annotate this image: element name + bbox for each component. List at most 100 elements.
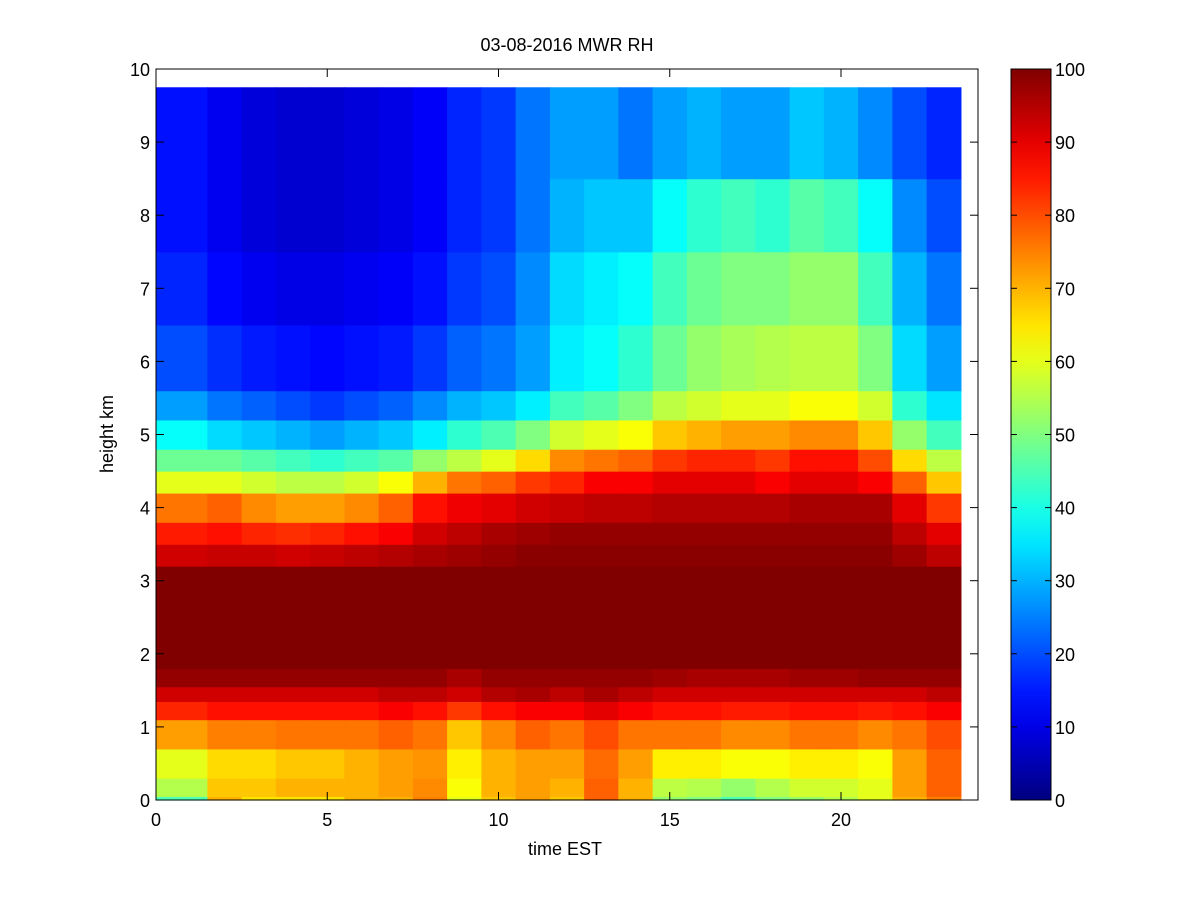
heatmap-cell <box>823 471 859 494</box>
heatmap-cell <box>549 471 585 494</box>
heatmap-cell <box>241 686 277 702</box>
heatmap-cell <box>515 178 551 253</box>
heatmap-cell <box>378 492 414 523</box>
heatmap-cell <box>823 178 859 253</box>
heatmap-cell <box>378 668 414 688</box>
heatmap-cell <box>789 686 825 702</box>
heatmap-cell <box>241 748 277 779</box>
heatmap-cell <box>481 566 517 618</box>
heatmap-cell <box>310 251 345 326</box>
heatmap-cell <box>207 566 243 618</box>
heatmap-cell <box>447 251 482 326</box>
colorbar-tick-label: 60 <box>1055 352 1075 372</box>
heatmap-cell <box>721 324 756 392</box>
colorbar-tick-label: 10 <box>1055 718 1075 738</box>
heatmap-cell <box>686 449 722 472</box>
colorbar-tick-label: 50 <box>1055 426 1075 446</box>
heatmap-cell <box>686 419 722 450</box>
heatmap-cell <box>549 178 585 253</box>
heatmap-cell <box>481 617 517 670</box>
heatmap-cell <box>618 522 654 545</box>
heatmap-cell <box>618 719 654 750</box>
heatmap-cell <box>721 748 756 779</box>
heatmap-cell <box>275 449 311 472</box>
heatmap-cell <box>515 796 551 801</box>
heatmap-cell <box>481 471 517 494</box>
heatmap-cell <box>584 449 619 472</box>
heatmap-cell <box>926 390 962 421</box>
heatmap-cell <box>344 419 380 450</box>
heatmap-cell <box>789 522 825 545</box>
heatmap-cell <box>207 251 243 326</box>
heatmap-cell <box>275 419 311 450</box>
chart-title: 03-08-2016 MWR RH <box>480 35 653 55</box>
heatmap-cell <box>515 719 551 750</box>
heatmap-cell <box>823 419 859 450</box>
heatmap-cell <box>755 544 791 567</box>
x-tick-label: 10 <box>488 810 508 830</box>
heatmap-cell <box>447 796 482 801</box>
heatmap-cell <box>344 778 380 797</box>
heatmap-cell <box>310 778 345 797</box>
heatmap-cell <box>755 471 791 494</box>
heatmap-cell <box>447 544 482 567</box>
heatmap-cell <box>823 492 859 523</box>
heatmap-cell <box>789 719 825 750</box>
heatmap-cell <box>156 566 208 618</box>
heatmap-cell <box>549 701 585 721</box>
heatmap-cell <box>447 566 482 618</box>
heatmap-cell <box>755 668 791 688</box>
heatmap-cell <box>789 796 825 801</box>
heatmap-cell <box>892 701 928 721</box>
heatmap-cell <box>755 390 791 421</box>
heatmap-cell <box>652 492 688 523</box>
heatmap-cell <box>378 471 414 494</box>
heatmap-cell <box>755 251 791 326</box>
heatmap-cell <box>515 778 551 797</box>
heatmap-cell <box>584 566 619 618</box>
heatmap-cell <box>275 617 311 670</box>
heatmap-cell <box>207 719 243 750</box>
heatmap-cell <box>310 748 345 779</box>
heatmap-cell <box>275 87 311 180</box>
heatmap-cell <box>310 87 345 180</box>
heatmap-cell <box>892 748 928 779</box>
heatmap-cell <box>241 178 277 253</box>
heatmap-cell <box>755 449 791 472</box>
heatmap-cell <box>275 324 311 392</box>
heatmap-cell <box>755 87 791 180</box>
heatmap-cell <box>310 449 345 472</box>
heatmap-cell <box>310 566 345 618</box>
heatmap-cell <box>926 324 962 392</box>
heatmap-cell <box>858 492 893 523</box>
heatmap-cell <box>721 522 756 545</box>
x-axis-label: time EST <box>528 839 602 859</box>
heatmap-cell <box>310 522 345 545</box>
heatmap-cell <box>618 178 654 253</box>
heatmap-cell <box>515 390 551 421</box>
heatmap-cell <box>275 668 311 688</box>
heatmap-cell <box>447 668 482 688</box>
heatmap-cell <box>686 390 722 421</box>
heatmap-cell <box>412 390 448 421</box>
heatmap-cell <box>344 748 380 779</box>
heatmap-cell <box>584 701 619 721</box>
heatmap-cell <box>755 617 791 670</box>
heatmap-cell <box>584 544 619 567</box>
heatmap-cell <box>618 251 654 326</box>
heatmap-cell <box>926 251 962 326</box>
heatmap-cell <box>721 419 756 450</box>
heatmap-cell <box>515 492 551 523</box>
x-tick-label: 20 <box>831 810 851 830</box>
heatmap-cell <box>823 390 859 421</box>
heatmap-cell <box>207 544 243 567</box>
heatmap-cell <box>892 471 928 494</box>
heatmap-cell <box>755 522 791 545</box>
heatmap-cell <box>310 390 345 421</box>
heatmap-cell <box>310 471 345 494</box>
heatmap-cell <box>823 719 859 750</box>
heatmap-cell <box>156 324 208 392</box>
heatmap-cell <box>858 522 893 545</box>
heatmap-cell <box>686 87 722 180</box>
heatmap-cell <box>721 686 756 702</box>
